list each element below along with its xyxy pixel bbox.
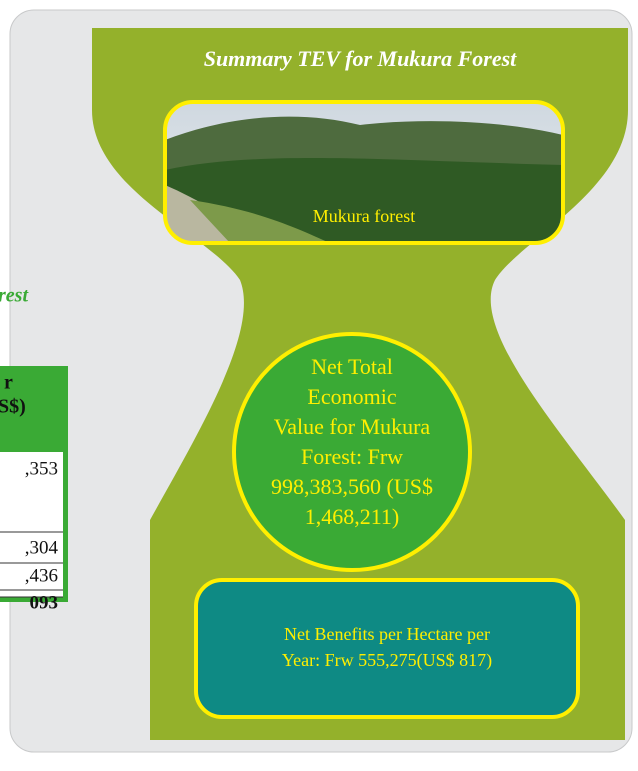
table-cell: ,353	[25, 458, 58, 479]
circle-line: Value for Mukura	[274, 414, 431, 439]
circle-line: Forest: Frw	[301, 444, 403, 469]
box-line: Net Benefits per Hectare per	[284, 624, 490, 644]
page-canvas: rest r S$) ,353 ,304 ,436 093 Summary TE…	[0, 0, 638, 771]
circle-line: Economic	[307, 384, 396, 409]
benefit-box	[196, 580, 578, 717]
photo-caption: Mukura forest	[313, 206, 415, 226]
circle-line: Net Total	[311, 354, 393, 379]
table-header: r	[4, 372, 13, 394]
title: Summary TEV for Mukura Forest	[204, 46, 517, 71]
fragment-heading: rest	[0, 285, 29, 307]
page: rest r S$) ,353 ,304 ,436 093 Summary TE…	[0, 0, 638, 771]
table-header: S$)	[0, 396, 26, 418]
box-line: Year: Frw 555,275(US$ 817)	[282, 650, 492, 671]
circle-line: 998,383,560 (US$	[271, 474, 433, 499]
table-cell: ,436	[25, 565, 58, 586]
circle-line: 1,468,211)	[305, 504, 400, 529]
table-cell: ,304	[25, 537, 59, 558]
table-cell: 093	[30, 592, 59, 613]
